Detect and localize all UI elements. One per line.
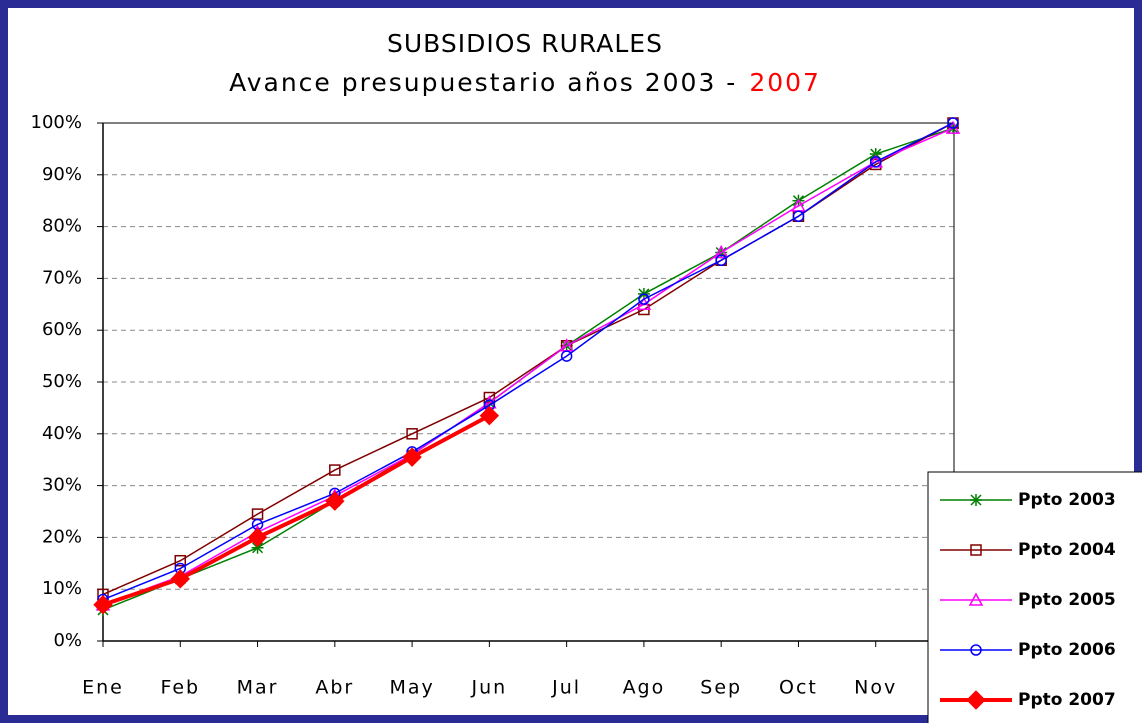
marker [869,156,882,168]
legend-label: Ppto 2003 [1018,490,1116,510]
marker [406,428,418,440]
chart-subtitle: Avance presupuestario años 2003 - 2007 [229,68,821,97]
y-tick-label: 30% [42,475,82,496]
x-tick-label: Sep [700,677,742,699]
chart-title: SUBSIDIOS RURALES [387,29,663,58]
y-tick-label: 10% [42,578,82,599]
marker [93,595,113,615]
marker [970,644,982,656]
legend-label: Ppto 2006 [1018,640,1116,660]
marker [479,405,500,426]
subtitle-text: Avance presupuestario años 2003 - [229,68,737,97]
marker [715,254,727,267]
marker-stroke [252,542,264,554]
marker [247,527,268,548]
series-line [102,127,954,606]
y-tick-label: 20% [42,526,82,547]
marker [947,117,959,129]
y-tick-label: 100% [31,112,82,133]
legend-box [927,471,1142,723]
y-tick-label: 80% [42,216,82,237]
y-tick-label: 90% [42,164,82,185]
legend-label: Ppto 2007 [1018,690,1116,710]
x-tick-label: Mar [237,677,279,699]
marker [174,554,187,567]
series-line [102,122,954,601]
y-tick-label: 40% [42,423,82,444]
x-tick-label: Jul [551,677,581,699]
y-tick-label: 50% [42,371,82,392]
marker [968,592,984,606]
marker [966,690,986,710]
marker [402,447,422,467]
marker [792,210,805,222]
marker [560,350,573,362]
marker [970,494,982,506]
marker [170,569,190,589]
y-tick-label: 0% [53,630,82,651]
x-tick-label: Ene [82,677,124,699]
x-tick-label: Nov [854,677,897,699]
marker [713,244,729,259]
legend-label: Ppto 2004 [1018,540,1116,560]
marker [638,293,650,305]
subtitle-highlight: 2007 [749,68,821,97]
legend-label: Ppto 2005 [1018,590,1116,610]
marker [970,544,982,556]
y-tick-label: 70% [42,267,82,288]
x-tick-label: Abr [315,677,354,699]
x-tick-label: Feb [160,677,200,699]
marker [325,491,345,511]
x-tick-label: May [389,677,434,699]
x-tick-label: Ago [623,677,666,699]
x-tick-label: Oct [779,677,818,699]
series-line [102,413,491,607]
marker [329,464,341,476]
y-tick-label: 60% [42,319,82,340]
marker-stroke [970,494,982,506]
x-tick-label: Jun [471,677,508,699]
